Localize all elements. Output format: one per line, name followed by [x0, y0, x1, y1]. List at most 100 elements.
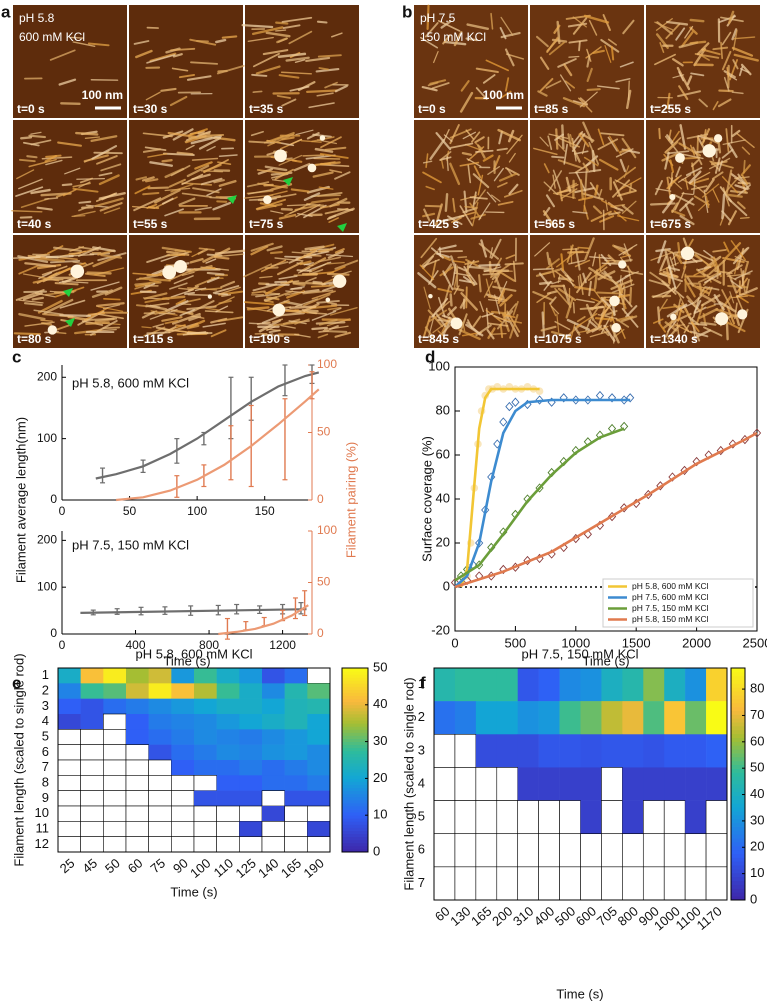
heatmap-cell: [538, 734, 560, 768]
afm-filament: [187, 293, 212, 296]
afm-filament: [285, 56, 310, 62]
colorbar-tick-label: 20: [750, 839, 764, 854]
afm-filament: [291, 251, 311, 255]
afm-filament: [190, 134, 222, 145]
heatmap-cell: [685, 668, 707, 702]
afm-filament: [539, 77, 554, 92]
afm-filament: [87, 42, 110, 47]
afm-filament: [686, 276, 694, 287]
afm-filament: [597, 85, 620, 90]
afm-filament: [622, 247, 633, 256]
afm-filament: [596, 291, 622, 295]
afm-filament: [681, 31, 694, 48]
afm-filament: [457, 266, 468, 272]
colorbar-band: [342, 802, 368, 807]
afm-filament: [179, 308, 195, 317]
heatmap-cell: [171, 698, 195, 715]
afm-filament: [135, 49, 153, 59]
afm-filament: [292, 282, 306, 287]
afm-filament: [213, 255, 230, 260]
heatmap-cell: [58, 698, 81, 715]
x-tick-label: 25: [57, 855, 78, 876]
afm-filament: [167, 131, 197, 139]
colorbar-band: [342, 741, 368, 746]
afm-filament: [611, 179, 631, 198]
afm-filament: [693, 299, 702, 314]
afm-filament: [666, 134, 674, 144]
afm-filament: [165, 253, 179, 257]
afm-filament: [84, 136, 101, 139]
afm-filament: [166, 250, 190, 256]
afm-filament: [671, 58, 684, 67]
empty-cell: [454, 833, 477, 868]
x-tick-label: 50: [123, 504, 137, 518]
heatmap-cell: [307, 790, 331, 807]
empty-cell: [433, 733, 456, 768]
afm-filament: [582, 162, 590, 172]
heatmap-cell: [664, 701, 686, 735]
afm-filament: [184, 291, 196, 296]
heatmap-cell: [80, 668, 104, 684]
afm-filament: [670, 312, 692, 324]
y-tick-label: 12: [35, 836, 49, 851]
afm-filament: [428, 270, 439, 285]
afm-filament: [717, 140, 722, 154]
afm-blob: [274, 149, 287, 163]
afm-filament: [453, 275, 458, 288]
data-point: [595, 390, 605, 401]
afm-filament: [447, 306, 457, 316]
afm-filament: [550, 330, 571, 339]
afm-filament: [18, 178, 43, 190]
afm-filament: [146, 54, 176, 64]
afm-filament: [473, 165, 482, 179]
afm-filament: [665, 23, 681, 40]
afm-filament: [270, 261, 289, 267]
y-tick-label: 4: [42, 713, 49, 728]
afm-filament: [215, 38, 227, 44]
afm-image: [646, 235, 760, 348]
afm-filament: [322, 329, 348, 334]
afm-filament: [598, 325, 609, 331]
afm-filament: [265, 31, 291, 38]
empty-cell: [80, 836, 104, 853]
colorbar-band: [731, 787, 745, 793]
afm-filament: [185, 144, 195, 151]
afm-filament: [161, 316, 183, 322]
afm-filament: [488, 299, 505, 303]
afm-filament: [712, 101, 719, 111]
y-axis-label: Filament length (scaled to single rod): [11, 653, 26, 866]
afm-filament: [289, 85, 310, 92]
heatmap-cell: [706, 767, 728, 801]
afm-filament: [546, 36, 559, 53]
x-tick-label: 75: [147, 855, 168, 876]
heatmap-cell: [262, 683, 285, 699]
afm-filament: [324, 146, 347, 151]
colorbar-band: [731, 776, 745, 781]
colorbar-band: [731, 683, 745, 688]
afm-filament: [99, 202, 123, 212]
afm-filament: [571, 137, 577, 162]
colorbar-band: [731, 888, 745, 893]
afm-filament: [490, 257, 503, 277]
afm-filament: [478, 274, 482, 293]
empty-cell: [622, 833, 644, 868]
colorbar-band: [731, 760, 745, 766]
afm-filament: [736, 247, 745, 270]
colorbar-band: [731, 764, 745, 769]
heatmap-cell: [559, 767, 581, 801]
afm-filament: [175, 298, 187, 306]
afm-filament: [45, 254, 74, 259]
afm-filament: [439, 151, 452, 161]
afm-filament: [458, 328, 481, 341]
y-tick-label: 10: [35, 805, 49, 820]
afm-filament: [75, 131, 99, 136]
afm-filament: [715, 308, 737, 318]
afm-filament: [546, 251, 551, 266]
colorbar-band: [342, 714, 368, 718]
afm-filament: [442, 318, 452, 336]
afm-filament: [689, 330, 709, 338]
data-point: [571, 395, 580, 405]
afm-filament: [690, 185, 708, 191]
y-tick-label: 9: [42, 790, 49, 805]
afm-filament: [586, 48, 592, 62]
